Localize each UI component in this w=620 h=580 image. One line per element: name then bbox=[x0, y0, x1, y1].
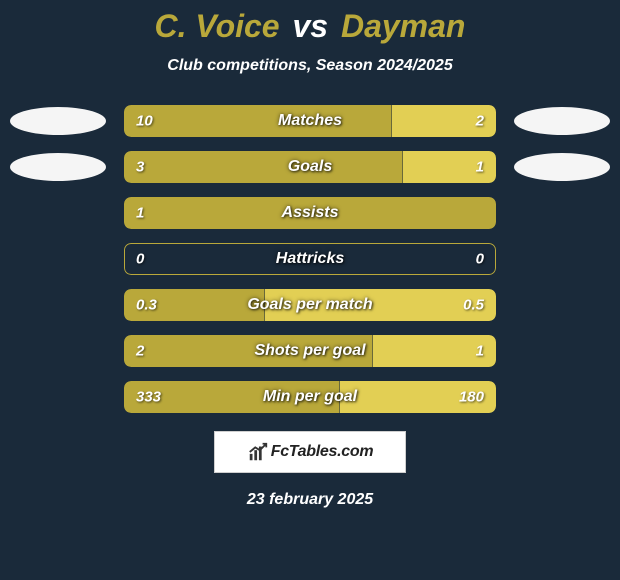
title: C. Voice vs Dayman bbox=[0, 8, 620, 45]
bar-segment-left bbox=[124, 105, 392, 137]
stat-row: 3 1 Goals bbox=[0, 151, 620, 183]
stat-row: 333 180 Min per goal bbox=[0, 381, 620, 413]
stat-row: 2 1 Shots per goal bbox=[0, 335, 620, 367]
stat-value-right: 180 bbox=[459, 389, 484, 406]
stat-bar: 3 1 Goals bbox=[124, 151, 496, 183]
stat-label: Assists bbox=[282, 204, 339, 222]
branding-box: FcTables.com bbox=[214, 431, 406, 473]
stat-bar: 0.3 0.5 Goals per match bbox=[124, 289, 496, 321]
player1-badge bbox=[10, 107, 106, 135]
comparison-card: C. Voice vs Dayman Club competitions, Se… bbox=[0, 0, 620, 580]
stat-label: Shots per goal bbox=[254, 342, 365, 360]
stat-value-left: 3 bbox=[136, 159, 144, 176]
stat-label: Goals bbox=[288, 158, 332, 176]
stat-value-left: 0.3 bbox=[136, 297, 157, 314]
vs-text: vs bbox=[292, 8, 328, 44]
stat-bar: 2 1 Shots per goal bbox=[124, 335, 496, 367]
player2-name: Dayman bbox=[341, 8, 466, 44]
stat-bar: 0 0 Hattricks bbox=[124, 243, 496, 275]
stat-value-right: 1 bbox=[476, 343, 484, 360]
player1-name: C. Voice bbox=[155, 8, 280, 44]
stat-value-right: 0.5 bbox=[463, 297, 484, 314]
stat-value-right: 1 bbox=[476, 159, 484, 176]
stat-value-left: 0 bbox=[136, 251, 144, 268]
stat-bar: 1 Assists bbox=[124, 197, 496, 229]
stat-bar: 333 180 Min per goal bbox=[124, 381, 496, 413]
stat-bar: 10 2 Matches bbox=[124, 105, 496, 137]
fctables-logo-icon bbox=[247, 441, 269, 463]
stat-value-left: 333 bbox=[136, 389, 161, 406]
stat-row: 1 Assists bbox=[0, 197, 620, 229]
stat-label: Matches bbox=[278, 112, 342, 130]
stat-label: Hattricks bbox=[276, 250, 344, 268]
stat-value-left: 2 bbox=[136, 343, 144, 360]
player1-badge bbox=[10, 153, 106, 181]
stat-value-right: 2 bbox=[476, 113, 484, 130]
date-text: 23 february 2025 bbox=[0, 491, 620, 509]
stat-value-right: 0 bbox=[476, 251, 484, 268]
stat-label: Goals per match bbox=[247, 296, 372, 314]
stat-value-left: 1 bbox=[136, 205, 144, 222]
player2-badge bbox=[514, 107, 610, 135]
branding-text: FcTables.com bbox=[271, 443, 374, 461]
subtitle: Club competitions, Season 2024/2025 bbox=[0, 57, 620, 75]
stat-row: 0 0 Hattricks bbox=[0, 243, 620, 275]
stats-rows: 102Matches31Goals1Assists00Hattricks0.30… bbox=[0, 105, 620, 413]
player2-badge bbox=[514, 153, 610, 181]
stat-value-left: 10 bbox=[136, 113, 153, 130]
bar-segment-left bbox=[124, 151, 403, 183]
stat-row: 0.3 0.5 Goals per match bbox=[0, 289, 620, 321]
stat-row: 10 2 Matches bbox=[0, 105, 620, 137]
stat-label: Min per goal bbox=[263, 388, 357, 406]
